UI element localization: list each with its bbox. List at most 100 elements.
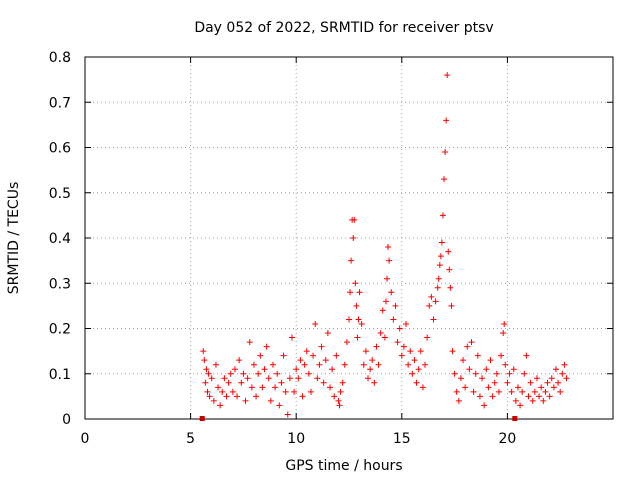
data-point [263,343,270,350]
data-point [493,370,500,377]
data-point [293,366,300,373]
data-point [546,393,553,400]
data-point [282,388,289,395]
data-point [242,397,249,404]
data-point [555,379,562,386]
data-point [466,366,473,373]
data-point [481,402,488,409]
data-point [310,352,317,359]
data-point [536,393,543,400]
data-point [561,361,568,368]
data-point [352,280,359,287]
data-point [419,384,426,391]
data-point [405,361,412,368]
data-point [356,289,363,296]
data-point [331,393,338,400]
data-point [261,366,268,373]
data-point [307,388,314,395]
data-point [297,357,304,364]
data-point [455,397,462,404]
data-point [229,388,236,395]
y-tick-label: 0 [62,412,71,428]
data-point [371,379,378,386]
data-point [200,348,207,355]
data-point [223,393,230,400]
data-point [343,339,350,346]
data-point [508,388,515,395]
data-point [346,316,352,323]
x-axis-label: GPS time / hours [285,458,402,474]
data-point [238,379,245,386]
x-tick-label: 5 [186,431,195,447]
data-point [234,393,241,400]
data-point [265,375,272,382]
data-point [529,397,536,404]
data-point [257,352,264,359]
data-point [500,330,507,337]
data-point [204,388,211,395]
data-point [434,284,441,291]
data-point [400,343,407,350]
data-point [350,235,357,241]
data-point [449,348,456,355]
points-layer [200,72,570,418]
data-point [203,366,210,373]
data-point [479,375,486,382]
data-point [212,361,219,368]
data-point [442,149,449,156]
data-point [316,361,323,368]
data-point [444,72,451,79]
data-point [351,216,358,223]
data-point [324,330,331,337]
data-point [487,357,494,364]
data-point [506,370,513,377]
data-point [225,379,232,386]
data-point [236,357,243,364]
data-point [525,393,532,400]
data-point [384,275,391,282]
data-point [272,384,279,391]
data-point [322,357,329,364]
data-point [548,375,555,382]
y-tick-label: 0.8 [49,50,71,66]
data-point [415,366,422,373]
data-point [476,393,483,400]
data-point [411,357,418,364]
data-point [339,379,346,386]
data-point [485,384,492,391]
data-point [377,330,384,337]
data-point [451,370,458,377]
data-point [299,393,306,400]
data-point [337,388,344,395]
data-point [435,275,442,282]
data-point [312,320,319,327]
y-tick-label: 0.5 [49,186,71,202]
data-point [390,316,397,323]
data-point [253,393,260,400]
data-point [523,352,530,359]
data-point [422,361,429,368]
data-point [326,384,333,391]
data-point [206,393,213,400]
data-point [284,411,291,418]
data-point [464,343,471,350]
data-point [314,375,321,382]
data-point [303,348,310,355]
y-axis-label: SRMTID / TECUs [6,182,22,295]
data-point [527,379,534,386]
data-point [386,257,393,264]
data-point [291,388,298,395]
data-point [369,357,376,364]
data-point [210,397,217,404]
data-point [392,302,399,309]
data-point [286,375,293,382]
data-point [280,352,287,359]
data-point [288,334,295,341]
data-point [510,366,517,373]
x-tick-label: 20 [498,431,516,447]
data-point [540,397,547,404]
data-point [365,375,372,382]
data-point [437,253,444,260]
data-point [382,298,389,305]
